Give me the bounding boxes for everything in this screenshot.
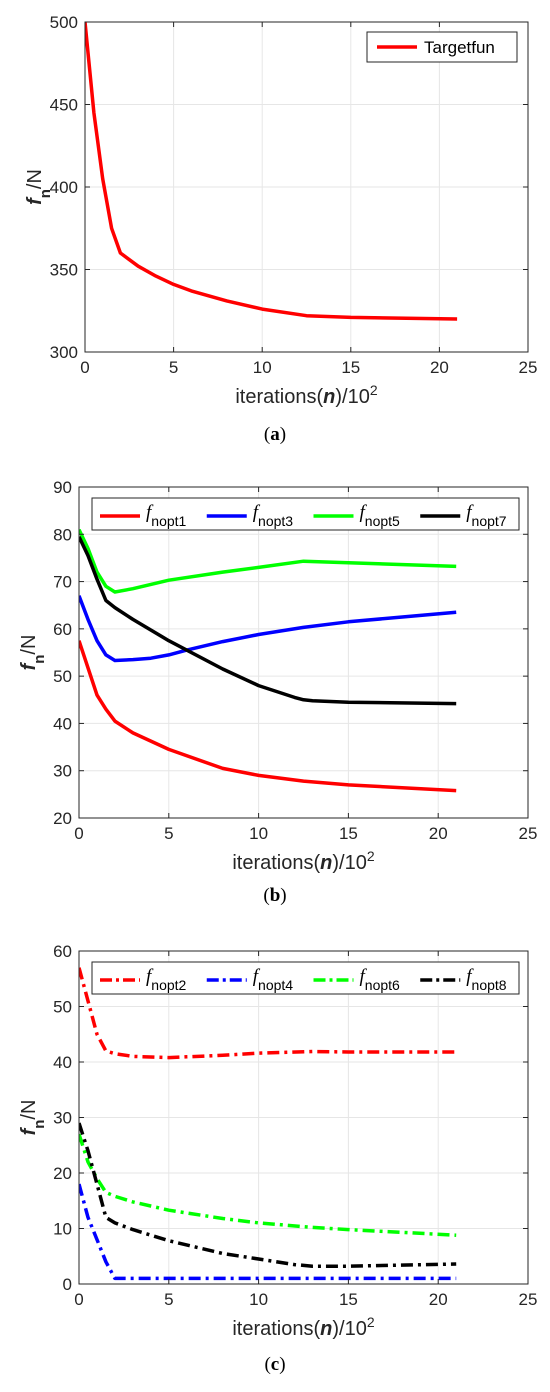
chart-b-ytick-label: 80: [53, 525, 72, 544]
chart-c-ytick-label: 0: [63, 1275, 72, 1294]
chart-b-ytick-label: 20: [53, 809, 72, 828]
chart-a-ytick-label: 350: [50, 261, 78, 280]
chart-b-xtick-label: 0: [74, 824, 83, 843]
chart-c-legend-label-nopt4: fnopt4: [253, 966, 294, 993]
chart-b-legend-label-nopt5: fnopt5: [360, 502, 401, 529]
chart-b-ytick-label: 30: [53, 762, 72, 781]
chart-a-xtick-label: 0: [80, 358, 89, 377]
chart-a-y-axis-label: fn/N: [24, 169, 54, 205]
chart-c-legend-label-nopt2: fnopt2: [146, 966, 187, 993]
chart-b-xtick-label: 10: [249, 824, 268, 843]
chart-a: 0 5 10 15 20 25 300 350 400 450 500 iterations(n)/1…: [24, 13, 538, 408]
chart-c-ytick-label: 20: [53, 1164, 72, 1183]
chart-a-xtick-label: 10: [253, 358, 272, 377]
chart-b-plot-area: [79, 487, 528, 818]
chart-c-series-line-nopt4: [79, 1183, 457, 1281]
chart-b-series-line-nopt7: [79, 535, 457, 706]
chart-b-x-axis-label: iterations(n)/102: [232, 848, 375, 874]
chart-b-legend-label-nopt7: fnopt7: [466, 502, 507, 529]
chart-c-series-line-nopt2: [79, 967, 457, 1060]
caption-c: (c): [264, 1354, 286, 1375]
chart-a-xtick-label: 15: [341, 358, 360, 377]
chart-a-ytick-label: 500: [50, 13, 78, 32]
chart-c-ytick-label: 10: [53, 1220, 72, 1239]
chart-c: 0 5 10 15 20 25 0 10 20 30 40 50 60 iterations(n)/102…: [18, 942, 538, 1340]
chart-b-y-axis-label: fn/N: [18, 635, 48, 671]
chart-b: 0 5 10 15 20 25 20 30 40 50 60 70 80 90 iterations(n)/…: [18, 478, 538, 874]
chart-b-series-line-nopt3: [79, 595, 457, 663]
chart-c-xtick-label: 20: [429, 1290, 448, 1309]
chart-a-ytick-label: 400: [50, 178, 78, 197]
chart-b-xtick-label: 25: [519, 824, 538, 843]
caption-a: (a): [263, 424, 287, 445]
chart-a-xtick-label: 20: [430, 358, 449, 377]
chart-b-xtick-label: 5: [164, 824, 173, 843]
chart-b-ytick-label: 90: [53, 478, 72, 497]
chart-b-series-line-nopt5: [79, 528, 457, 594]
chart-c-ytick-label: 60: [53, 942, 72, 961]
chart-a-ytick-label: 450: [50, 96, 78, 115]
chart-b-series-line-nopt1: [79, 640, 457, 793]
chart-c-ytick-label: 40: [53, 1053, 72, 1072]
chart-b-ytick-label: 70: [53, 573, 72, 592]
panel-b: 0 5 10 15 20 25 20 30 40 50 60 70 80 90 iterations(n)/…: [0, 460, 550, 922]
chart-c-legend-label-nopt8: fnopt8: [466, 966, 507, 993]
chart-c-y-axis-label: fn/N: [18, 1100, 48, 1136]
chart-b-xtick-label: 15: [339, 824, 358, 843]
chart-a-legend-label: Targetfun: [424, 38, 495, 57]
chart-c-xtick-label: 15: [339, 1290, 358, 1309]
chart-b-xtick-label: 20: [429, 824, 448, 843]
chart-a-series-line-Targetfun: [85, 21, 458, 321]
chart-b-ytick-label: 40: [53, 714, 72, 733]
chart-a-x-axis-label: iterations(n)/102: [235, 382, 378, 408]
chart-c-series-line-nopt8: [79, 1122, 457, 1268]
chart-c-xtick-label: 25: [519, 1290, 538, 1309]
panel-a: 0 5 10 15 20 25 300 350 400 450 500 iterations(n)/1…: [0, 0, 550, 460]
chart-c-ytick-label: 50: [53, 998, 72, 1017]
chart-c-xtick-label: 10: [249, 1290, 268, 1309]
chart-c-xtick-label: 5: [164, 1290, 173, 1309]
chart-c-ytick-label: 30: [53, 1109, 72, 1128]
chart-c-legend-label-nopt6: fnopt6: [360, 966, 401, 993]
chart-b-legend: [91, 497, 520, 531]
chart-c-xtick-label: 0: [74, 1290, 83, 1309]
caption-b: (b): [263, 885, 287, 906]
chart-b-legend-label-nopt1: fnopt1: [146, 502, 187, 529]
chart-a-xtick-label: 5: [169, 358, 178, 377]
panel-c: 0 5 10 15 20 25 0 10 20 30 40 50 60 iterations(n)/102…: [0, 922, 550, 1392]
chart-b-ytick-label: 60: [53, 620, 72, 639]
chart-a-ytick-label: 300: [50, 343, 78, 362]
chart-c-legend: [91, 961, 520, 995]
chart-b-axes-box: [78, 486, 529, 819]
chart-c-x-axis-label: iterations(n)/102: [232, 1314, 375, 1340]
chart-b-legend-label-nopt3: fnopt3: [253, 502, 294, 529]
chart-b-ytick-label: 50: [53, 667, 72, 686]
chart-a-xtick-label: 25: [519, 358, 538, 377]
